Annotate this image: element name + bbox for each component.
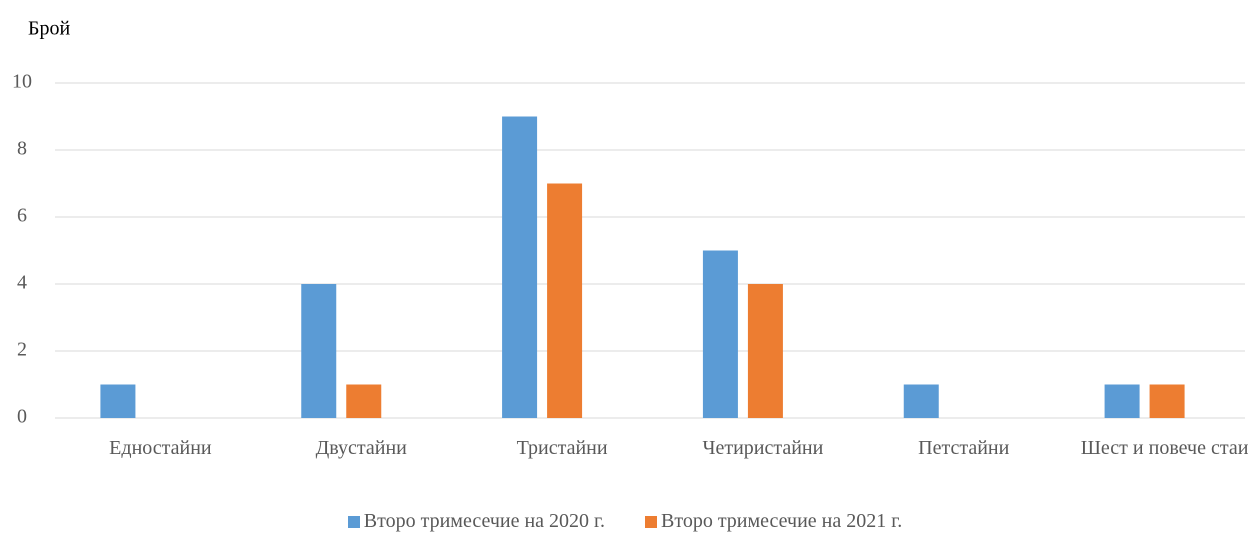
x-tick-label: Четиристайни (702, 437, 824, 459)
y-tick-label: 6 (17, 205, 27, 227)
legend: Второ тримесечие на 2020 г. Второ тримесе… (0, 510, 1250, 533)
bar (903, 384, 939, 418)
bar (346, 384, 382, 418)
y-tick-label: 0 (17, 406, 27, 428)
bar (100, 384, 136, 418)
legend-label: Второ тримесечие на 2021 г. (661, 510, 903, 532)
x-tick-label: Едностайни (109, 437, 212, 459)
x-tick-label: Петстайни (918, 437, 1010, 459)
legend-item: Второ тримесечие на 2020 г. (347, 510, 605, 533)
legend-swatch (347, 515, 360, 528)
y-tick-label: 2 (17, 339, 27, 361)
y-tick-label: 8 (17, 138, 27, 160)
bar (702, 250, 738, 418)
y-tick-label: 4 (17, 272, 27, 294)
bar (1149, 384, 1185, 418)
x-tick-label: Двустайни (315, 437, 407, 459)
bar (747, 284, 783, 418)
x-tick-label: Тристайни (516, 437, 608, 459)
y-axis-label: Брой (28, 18, 70, 40)
bar (1104, 384, 1140, 418)
y-tick-label: 10 (12, 71, 32, 93)
bar (502, 116, 538, 418)
bar (547, 183, 583, 418)
legend-label: Второ тримесечие на 2020 г. (363, 510, 605, 532)
legend-swatch (645, 515, 657, 528)
legend-item: Второ тримесечие на 2021 г. (645, 510, 902, 533)
x-tick-label: Шест и повече стаи (1080, 437, 1249, 459)
bar (301, 284, 337, 418)
